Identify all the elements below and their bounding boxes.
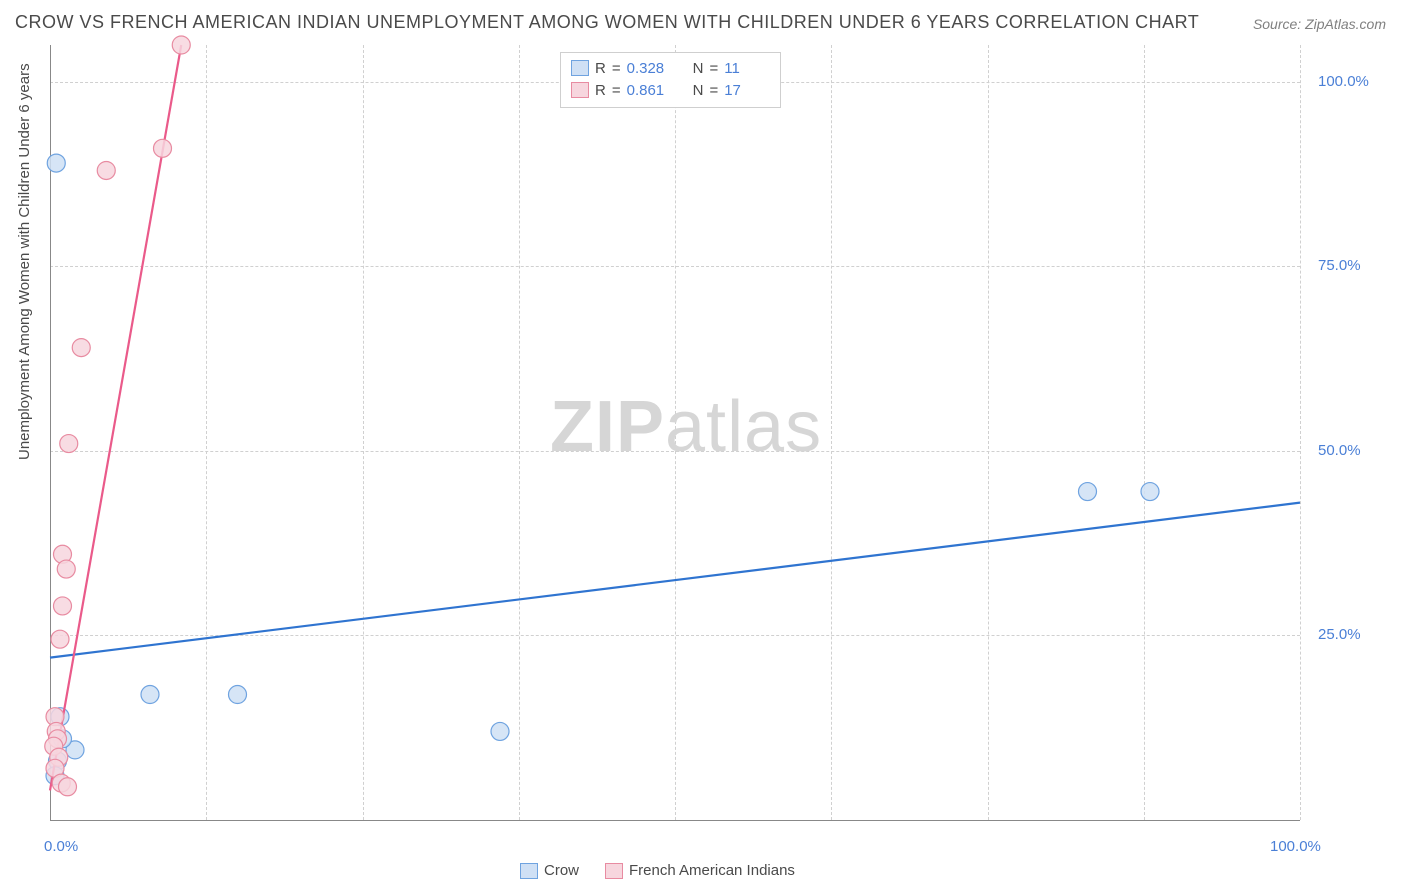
legend-N-value-french: 17 — [724, 82, 770, 99]
legend-row-french: R = 0.861 N = 17 — [571, 79, 770, 101]
legend-R-label: R — [595, 60, 606, 77]
data-point-crow — [1141, 483, 1159, 501]
legend-R-value-crow: 0.328 — [627, 60, 673, 77]
legend-N-label: N — [693, 82, 704, 99]
chart-svg — [50, 45, 1300, 820]
legend-correlation: R = 0.328 N = 11 R = 0.861 N = 17 — [560, 52, 781, 108]
y-tick-label: 75.0% — [1318, 257, 1361, 274]
x-axis-line — [50, 820, 1300, 821]
x-tick-label: 0.0% — [44, 838, 78, 855]
legend-bottom-label-crow: Crow — [544, 862, 579, 879]
legend-N-value-crow: 11 — [724, 60, 770, 77]
legend-R-value-french: 0.861 — [627, 82, 673, 99]
chart-title: CROW VS FRENCH AMERICAN INDIAN UNEMPLOYM… — [15, 12, 1199, 33]
legend-eq: = — [709, 60, 718, 77]
legend-swatch-french — [571, 82, 589, 98]
y-tick-label: 25.0% — [1318, 626, 1361, 643]
legend-bottom-item-crow: Crow — [520, 862, 579, 879]
data-point-crow — [47, 154, 65, 172]
data-point-french — [59, 778, 77, 796]
data-point-crow — [1079, 483, 1097, 501]
gridline-v — [1300, 45, 1301, 820]
y-axis-label: Unemployment Among Women with Children U… — [16, 63, 33, 460]
y-tick-label: 50.0% — [1318, 442, 1361, 459]
data-point-french — [57, 560, 75, 578]
legend-eq: = — [612, 60, 621, 77]
x-tick-label: 100.0% — [1270, 838, 1321, 855]
data-point-crow — [491, 722, 509, 740]
data-point-crow — [229, 686, 247, 704]
trend-line-crow — [50, 503, 1300, 658]
legend-series: Crow French American Indians — [520, 862, 813, 879]
data-point-crow — [141, 686, 159, 704]
legend-bottom-swatch-crow — [520, 863, 538, 879]
legend-bottom-swatch-french — [605, 863, 623, 879]
y-tick-label: 100.0% — [1318, 73, 1369, 90]
data-point-french — [54, 597, 72, 615]
source-attribution: Source: ZipAtlas.com — [1253, 16, 1386, 32]
data-point-french — [60, 435, 78, 453]
legend-bottom-item-french: French American Indians — [605, 862, 795, 879]
data-point-french — [154, 139, 172, 157]
legend-R-label: R — [595, 82, 606, 99]
legend-eq: = — [709, 82, 718, 99]
data-point-french — [172, 36, 190, 54]
legend-N-label: N — [693, 60, 704, 77]
data-point-french — [51, 630, 69, 648]
legend-row-crow: R = 0.328 N = 11 — [571, 57, 770, 79]
legend-eq: = — [612, 82, 621, 99]
data-point-french — [72, 339, 90, 357]
legend-swatch-crow — [571, 60, 589, 76]
data-point-french — [97, 161, 115, 179]
legend-bottom-label-french: French American Indians — [629, 862, 795, 879]
plot-area: 25.0%50.0%75.0%100.0%0.0%100.0% — [50, 45, 1300, 820]
